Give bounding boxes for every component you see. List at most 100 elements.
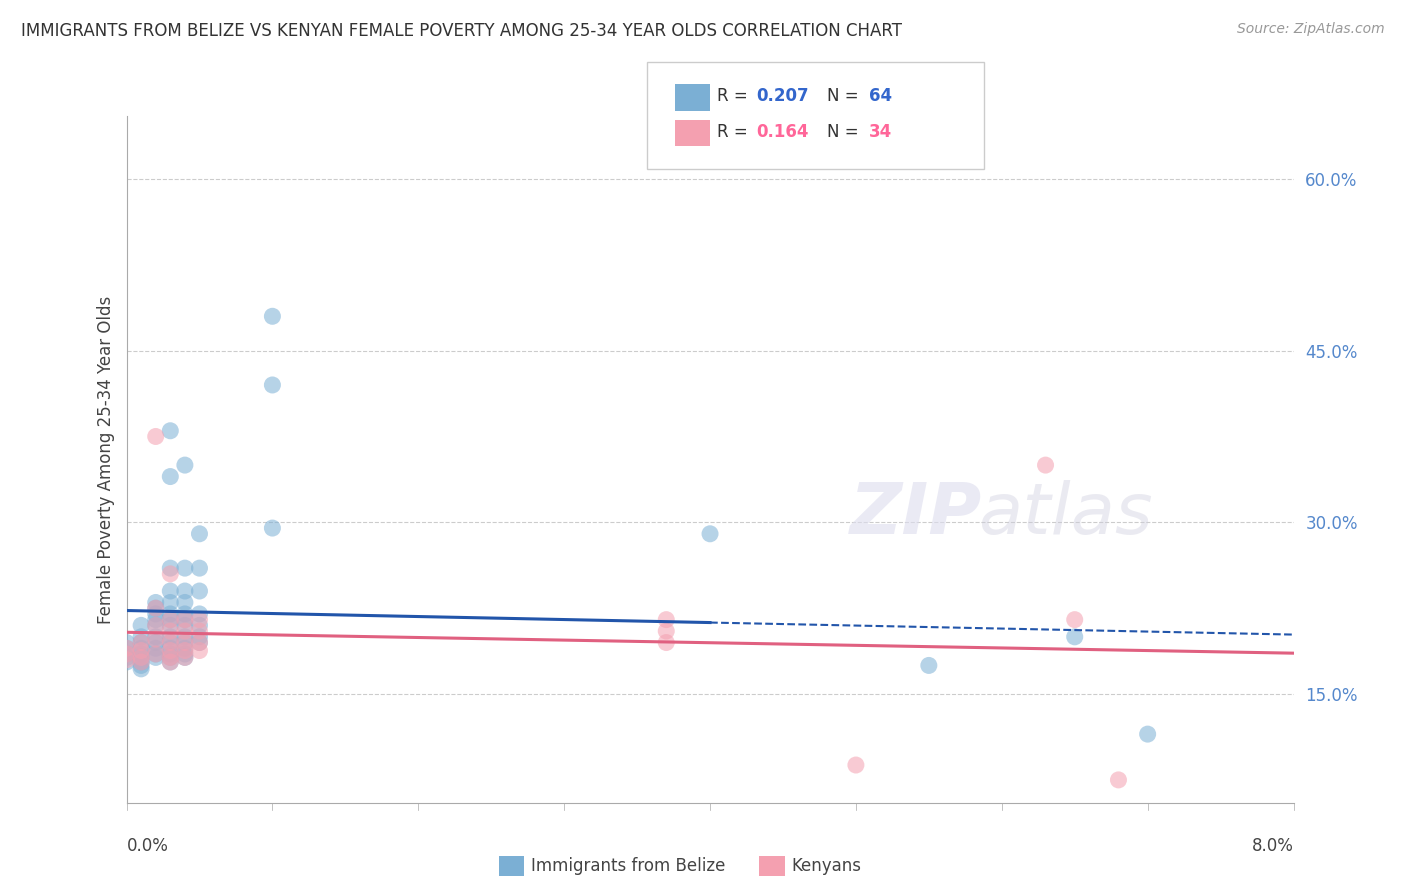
Point xyxy=(188,584,211,599)
Point xyxy=(159,624,181,639)
Point xyxy=(129,643,152,657)
Point xyxy=(188,526,211,541)
Point xyxy=(655,624,678,639)
Point xyxy=(129,655,152,669)
Point xyxy=(174,613,197,627)
Point xyxy=(159,643,181,657)
Point xyxy=(159,655,181,669)
Point xyxy=(159,630,181,644)
Point xyxy=(174,584,197,599)
Point xyxy=(1063,630,1085,644)
Text: IMMIGRANTS FROM BELIZE VS KENYAN FEMALE POVERTY AMONG 25-34 YEAR OLDS CORRELATIO: IMMIGRANTS FROM BELIZE VS KENYAN FEMALE … xyxy=(21,22,903,40)
Point xyxy=(145,601,167,615)
Point xyxy=(174,650,197,665)
Point xyxy=(174,647,197,661)
Point xyxy=(159,561,181,575)
Point xyxy=(115,647,138,661)
Point xyxy=(129,650,152,665)
Point xyxy=(188,618,211,632)
Point xyxy=(655,613,678,627)
Point xyxy=(918,658,941,673)
Point xyxy=(188,630,211,644)
Point xyxy=(129,641,152,656)
Text: Immigrants from Belize: Immigrants from Belize xyxy=(531,857,725,875)
Point xyxy=(1136,727,1159,741)
Point xyxy=(129,630,152,644)
Point xyxy=(129,655,152,669)
Point xyxy=(174,458,197,472)
Point xyxy=(262,310,284,324)
Point xyxy=(174,618,197,632)
Point xyxy=(145,630,167,644)
Point xyxy=(129,647,152,661)
Text: Kenyans: Kenyans xyxy=(792,857,862,875)
Point xyxy=(159,584,181,599)
Text: 8.0%: 8.0% xyxy=(1251,837,1294,855)
Point xyxy=(188,624,211,639)
Point xyxy=(1063,613,1085,627)
Point xyxy=(159,607,181,621)
Point xyxy=(129,658,152,673)
Point xyxy=(262,521,284,535)
Point xyxy=(115,655,138,669)
Point xyxy=(159,650,181,665)
Point xyxy=(174,641,197,656)
Point xyxy=(845,758,868,772)
Point xyxy=(174,607,197,621)
Point xyxy=(159,635,181,649)
Text: 0.0%: 0.0% xyxy=(127,837,169,855)
Point xyxy=(159,613,181,627)
Text: N =: N = xyxy=(827,87,863,105)
Point xyxy=(174,643,197,657)
Point xyxy=(174,630,197,644)
Point xyxy=(145,601,167,615)
Point xyxy=(699,526,721,541)
Point xyxy=(188,613,211,627)
Point xyxy=(159,469,181,483)
Point xyxy=(159,635,181,649)
Point xyxy=(655,635,678,649)
Point xyxy=(159,613,181,627)
Y-axis label: Female Poverty Among 25-34 Year Olds: Female Poverty Among 25-34 Year Olds xyxy=(97,295,115,624)
Point xyxy=(159,647,181,661)
Point xyxy=(129,618,152,632)
Point xyxy=(145,607,167,621)
Text: R =: R = xyxy=(717,123,754,141)
Text: atlas: atlas xyxy=(979,480,1153,549)
Point xyxy=(159,595,181,609)
Point xyxy=(188,607,211,621)
Text: 0.207: 0.207 xyxy=(756,87,808,105)
Text: Source: ZipAtlas.com: Source: ZipAtlas.com xyxy=(1237,22,1385,37)
Point xyxy=(188,643,211,657)
Point xyxy=(115,641,138,656)
Point xyxy=(145,641,167,656)
Point xyxy=(188,561,211,575)
Text: N =: N = xyxy=(827,123,863,141)
Point xyxy=(174,613,197,627)
Point xyxy=(174,595,197,609)
Point xyxy=(129,650,152,665)
Point xyxy=(129,635,152,649)
Text: ZIP: ZIP xyxy=(851,480,983,549)
Point xyxy=(159,566,181,581)
Point xyxy=(145,632,167,646)
Point xyxy=(145,647,167,661)
Point xyxy=(262,378,284,392)
Text: 34: 34 xyxy=(869,123,893,141)
Point xyxy=(145,613,167,627)
Point xyxy=(174,635,197,649)
Point xyxy=(129,662,152,676)
Point xyxy=(145,618,167,632)
Point xyxy=(145,647,167,661)
Point xyxy=(115,635,138,649)
Point xyxy=(145,650,167,665)
Point xyxy=(159,650,181,665)
Point xyxy=(145,429,167,443)
Text: 64: 64 xyxy=(869,87,891,105)
Text: R =: R = xyxy=(717,87,754,105)
Point xyxy=(1108,772,1130,787)
Point xyxy=(129,635,152,649)
Point xyxy=(115,647,138,661)
Point xyxy=(174,650,197,665)
Point xyxy=(159,655,181,669)
